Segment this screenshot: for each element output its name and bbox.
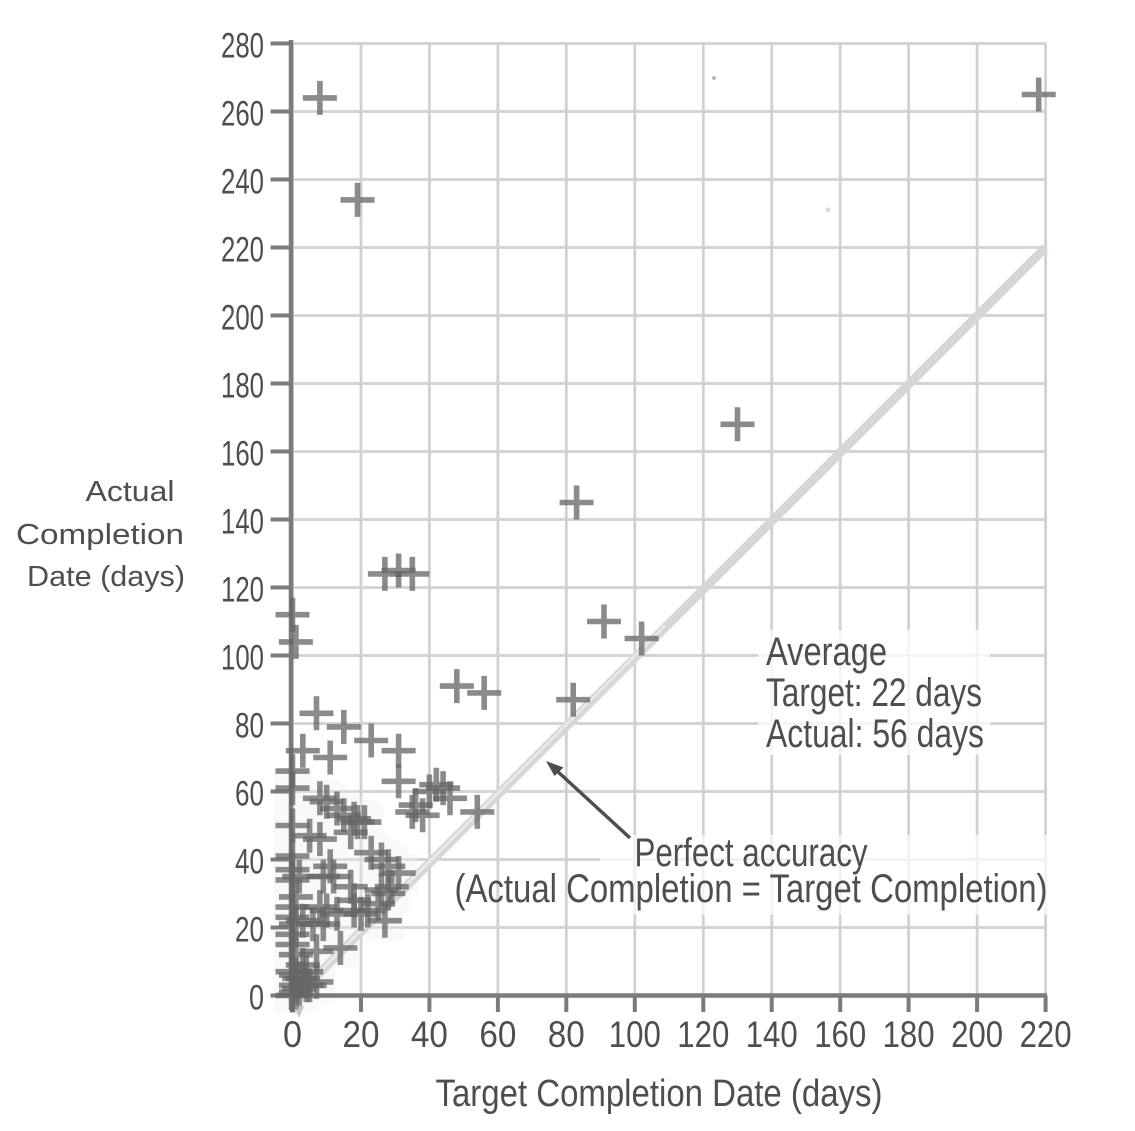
svg-text:40: 40 [411, 1014, 448, 1055]
svg-text:260: 260 [221, 95, 264, 134]
svg-text:80: 80 [548, 1014, 585, 1055]
svg-text:0: 0 [249, 979, 264, 1018]
svg-text:120: 120 [221, 571, 264, 610]
svg-text:60: 60 [235, 775, 264, 814]
svg-text:(Actual Completion = Target Co: (Actual Completion = Target Completion) [455, 867, 1048, 911]
svg-text:180: 180 [221, 367, 264, 406]
svg-text:180: 180 [883, 1014, 935, 1055]
svg-text:200: 200 [221, 299, 264, 338]
svg-text:80: 80 [235, 707, 264, 746]
svg-text:100: 100 [221, 639, 264, 678]
svg-text:Completion: Completion [16, 519, 184, 551]
svg-text:220: 220 [1020, 1014, 1072, 1055]
svg-text:160: 160 [221, 435, 264, 474]
svg-text:20: 20 [343, 1014, 380, 1055]
svg-text:140: 140 [221, 503, 264, 542]
svg-text:140: 140 [746, 1014, 798, 1055]
svg-text:20: 20 [235, 911, 264, 950]
svg-text:Perfect accuracy: Perfect accuracy [635, 831, 868, 875]
svg-text:Actual: 56 days: Actual: 56 days [766, 712, 984, 756]
svg-text:Target Completion Date (days): Target Completion Date (days) [436, 1073, 883, 1115]
svg-text:0: 0 [283, 1014, 302, 1055]
svg-text:200: 200 [951, 1014, 1003, 1055]
svg-text:Target: 22 days: Target: 22 days [766, 671, 982, 715]
svg-text:220: 220 [221, 231, 264, 270]
svg-text:160: 160 [814, 1014, 866, 1055]
svg-text:Actual: Actual [86, 476, 175, 508]
svg-text:240: 240 [221, 163, 264, 202]
svg-text:280: 280 [221, 27, 264, 66]
svg-text:100: 100 [609, 1014, 661, 1055]
svg-text:60: 60 [479, 1014, 516, 1055]
svg-text:Date (days): Date (days) [27, 561, 185, 593]
svg-text:120: 120 [677, 1014, 729, 1055]
svg-text:Average: Average [766, 630, 887, 674]
svg-text:40: 40 [235, 843, 264, 882]
